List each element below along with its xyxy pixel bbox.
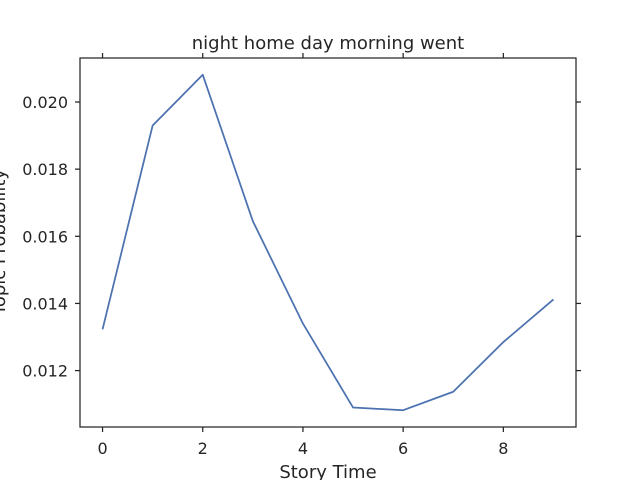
chart-title: night home day morning went [192,33,464,54]
y-tick-label: 0.020 [22,93,68,112]
x-tick-label: 0 [97,439,107,458]
y-tick-label: 0.014 [22,294,68,313]
x-axis-label: Story Time [279,462,376,480]
x-tick-label: 2 [198,439,208,458]
x-tick-label: 4 [298,439,308,458]
y-tick-label: 0.018 [22,160,68,179]
plot-frame [79,57,577,428]
y-tick-label: 0.016 [22,227,68,246]
series-line [101,73,555,412]
x-tick-label: 6 [398,439,408,458]
x-tick-label: 8 [498,439,508,458]
tick-labels: 0 2 4 6 8 0.012 0.014 0.016 0.018 0.020 [22,93,508,458]
axis-ticks [75,53,581,432]
y-axis-label: Topic Probability [0,169,10,316]
y-tick-label: 0.012 [22,362,68,381]
data-series [101,73,555,412]
